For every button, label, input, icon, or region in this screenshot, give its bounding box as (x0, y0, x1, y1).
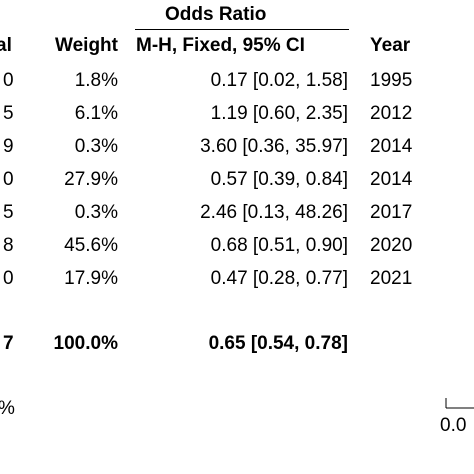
weight-cell: 1.8% (74, 70, 118, 91)
year-cell: 2017 (370, 202, 413, 223)
total-cell: 0 (3, 70, 14, 91)
column-header-ci: M-H, Fixed, 95% CI (136, 35, 305, 56)
heterogeneity-fragment: % (0, 398, 15, 420)
total-cell: 5 (3, 202, 14, 223)
weight-cell: 45.6% (64, 235, 118, 256)
total-cell: 5 (3, 103, 14, 124)
odds-ratio-header: Odds Ratio (165, 4, 267, 25)
axis-tick-label: 0.0 (440, 415, 467, 436)
column-header-weight: Weight (55, 35, 118, 56)
year-cell: 2014 (370, 169, 413, 190)
total-cell: 8 (3, 235, 14, 256)
ci-cell: 0.68 [0.51, 0.90] (210, 235, 348, 256)
weight-cell: 0.3% (74, 202, 118, 223)
total-cell: 0 (3, 268, 14, 289)
ci-cell: 2.46 [0.13, 48.26] (200, 202, 348, 223)
year-cell: 2021 (370, 268, 413, 289)
odds-ratio-header-rule (135, 29, 349, 30)
weight-cell: 27.9% (64, 169, 118, 190)
year-cell: 2014 (370, 136, 413, 157)
total-weight-cell: 100.0% (53, 333, 118, 354)
column-header-year: Year (370, 35, 411, 56)
forest-plot-axis (445, 398, 474, 409)
weight-cell: 17.9% (64, 268, 118, 289)
weight-cell: 0.3% (74, 136, 118, 157)
year-cell: 2012 (370, 103, 413, 124)
total-cell: 7 (3, 333, 14, 354)
ci-cell: 3.60 [0.36, 35.97] (200, 136, 348, 157)
column-header-total: al (0, 35, 12, 56)
ci-cell: 0.47 [0.28, 0.77] (210, 268, 348, 289)
weight-cell: 6.1% (74, 103, 118, 124)
year-cell: 2020 (370, 235, 413, 256)
ci-cell: 1.19 [0.60, 2.35] (210, 103, 348, 124)
total-ci-cell: 0.65 [0.54, 0.78] (208, 333, 348, 354)
year-cell: 1995 (370, 70, 413, 91)
total-cell: 0 (3, 169, 14, 190)
ci-cell: 0.57 [0.39, 0.84] (210, 169, 348, 190)
total-cell: 9 (3, 136, 14, 157)
ci-cell: 0.17 [0.02, 1.58] (210, 70, 348, 91)
